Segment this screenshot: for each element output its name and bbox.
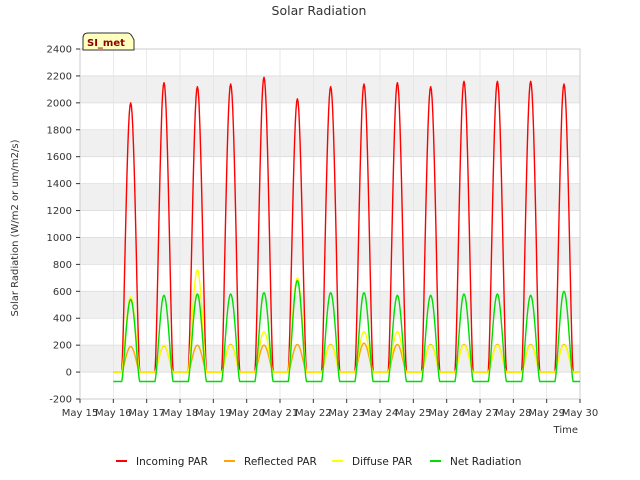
- x-tick-label: May 20: [228, 408, 265, 419]
- x-tick-label: May 24: [362, 408, 399, 419]
- x-tick-label: May 30: [562, 408, 599, 419]
- grid-band: [80, 183, 580, 211]
- x-tick-label: May 25: [395, 408, 432, 419]
- legend-label: Diffuse PAR: [352, 456, 412, 468]
- legend-label: Incoming PAR: [136, 456, 208, 468]
- grid-band: [80, 237, 580, 265]
- plot-frame: [79, 48, 581, 400]
- data-series: [113, 76, 580, 383]
- series-line: [113, 269, 580, 373]
- y-tick-label: 2400: [47, 45, 72, 56]
- y-tick-label: 1600: [47, 152, 72, 163]
- y-tick-label: 600: [53, 287, 72, 298]
- x-tick-label: May 21: [262, 408, 299, 419]
- x-axis-label: Time: [553, 425, 578, 436]
- y-tick-label: 0: [66, 368, 72, 379]
- y-tick-label: 1400: [47, 179, 72, 190]
- y-tick-label: 2200: [47, 71, 72, 82]
- x-tick-label: May 26: [428, 408, 465, 419]
- series-line: [113, 279, 580, 383]
- x-tick-label: May 18: [162, 408, 199, 419]
- y-tick-label: 200: [53, 341, 72, 352]
- y-tick-label: 2000: [47, 98, 72, 109]
- x-tick-label: May 22: [295, 408, 332, 419]
- x-tick-label: May 23: [328, 408, 365, 419]
- legend-label: Net Radiation: [450, 456, 521, 468]
- y-tick-label: 1200: [47, 206, 72, 217]
- x-tick-label: May 15: [62, 408, 99, 419]
- x-tick-label: May 29: [528, 408, 565, 419]
- site-label-background: [82, 32, 135, 51]
- y-tick-label: -200: [49, 395, 72, 406]
- y-tick-label: 1000: [47, 233, 72, 244]
- legend-label: Reflected PAR: [244, 456, 317, 468]
- x-tick-label: May 28: [495, 408, 532, 419]
- y-axis-label: Solar Radiation (W/m2 or um/m2/s): [10, 139, 21, 316]
- x-tick-label: May 17: [128, 408, 165, 419]
- y-tick-label: 800: [53, 260, 72, 271]
- y-tick-label: 1800: [47, 125, 72, 136]
- site-label: SI_met: [87, 38, 125, 49]
- y-tick-label: 400: [53, 314, 72, 325]
- x-tick-label: May 27: [462, 408, 499, 419]
- legend: Incoming PAR Reflected PAR Diffuse PAR Net …: [116, 456, 521, 468]
- chart-title: Solar Radiation: [272, 3, 367, 18]
- grid-band: [80, 345, 580, 373]
- x-tick-label: May 16: [95, 408, 132, 419]
- grid-bands: [80, 75, 580, 373]
- x-tick-label: May 19: [195, 408, 232, 419]
- y-axis-ticks: -200 0 200 400 600 800 1000 1200 1400 1600 1800 200…: [47, 45, 80, 406]
- grid-band: [80, 129, 580, 157]
- site-label-box: SI_met: [82, 32, 135, 51]
